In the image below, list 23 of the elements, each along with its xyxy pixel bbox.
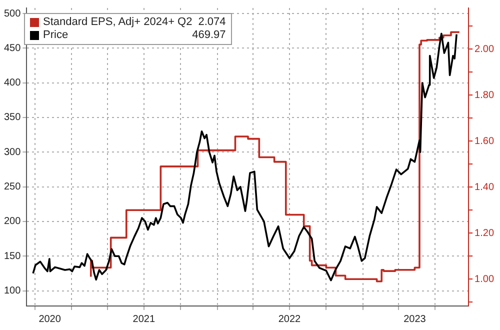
y-tick-label: 500 [4,8,22,20]
y-tick-label: 450 [4,42,22,54]
legend-label: Standard EPS, Adj+ 2024+ Q2 [43,16,192,29]
y-tick-label: 400 [4,78,22,89]
y2-tick-label: 2.00 [474,44,494,55]
y-tick-label: 300 [4,146,22,158]
y2-tick-label: 1.20 [474,228,494,239]
x-tick-label: 2022 [278,314,302,325]
y-tick-label: 100 [4,286,22,297]
annotation: 469.97 [191,29,226,42]
y2-tick-label: 1.40 [474,182,494,193]
annotation: 2.074 [198,16,226,29]
x-tick-label: 2020 [38,314,62,325]
y-tick-label: 200 [4,216,22,228]
y2-tick-label: 1.60 [474,136,494,147]
y2-tick-label: 1.80 [474,90,494,101]
y-tick-label: 350 [4,112,22,124]
y-tick-label: 250 [4,182,22,193]
y-tick-label: 150 [4,250,22,262]
y2-tick-label: 1.00 [474,274,494,285]
x-tick-label: 2023 [404,314,426,325]
legend-label: Price [43,29,68,42]
x-tick-label: 2021 [132,314,156,325]
